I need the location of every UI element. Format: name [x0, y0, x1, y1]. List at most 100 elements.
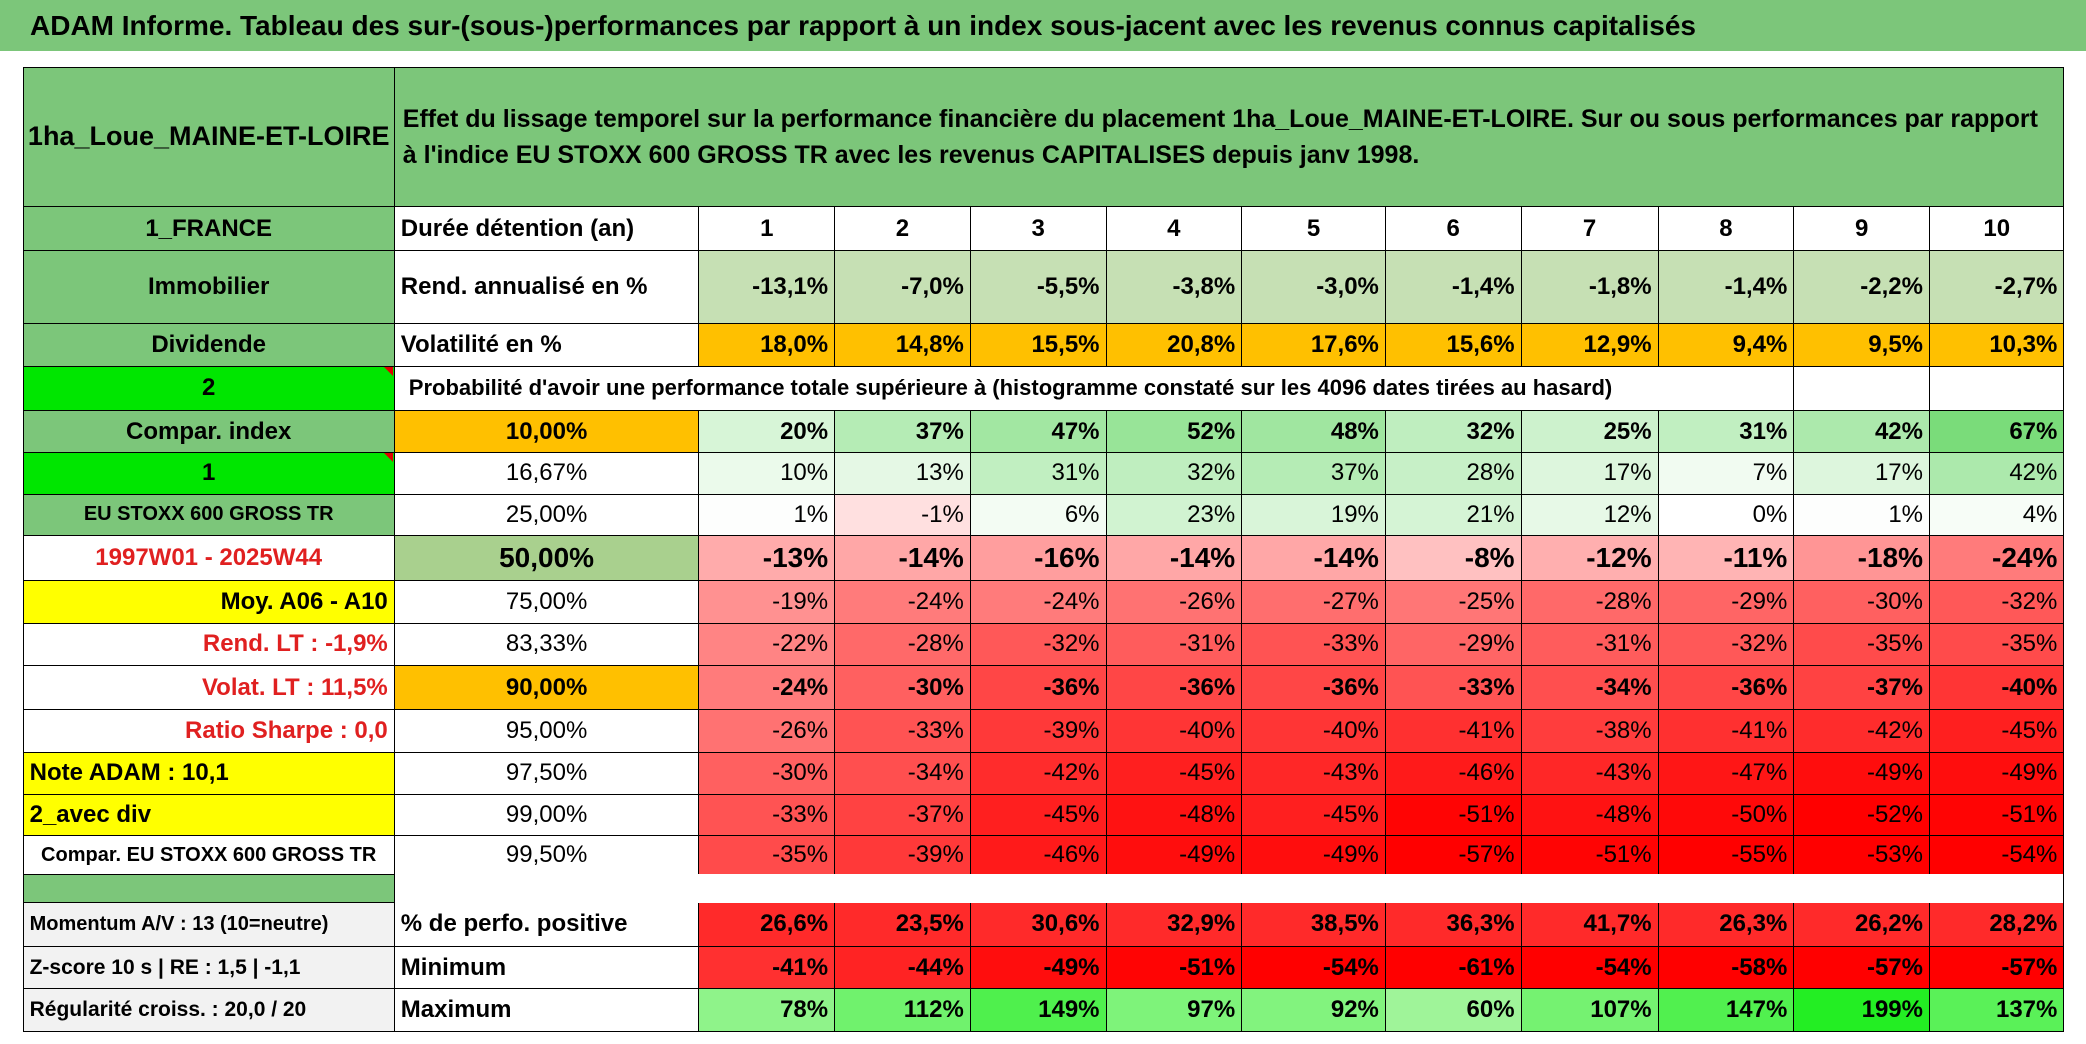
row-label: 1997W01 - 2025W44 — [22, 534, 395, 582]
value-cell: -38% — [1520, 709, 1659, 753]
value-cell: 12% — [1520, 493, 1659, 536]
value-cell: 26,6% — [698, 901, 836, 947]
value-cell: -57% — [1384, 835, 1522, 876]
row-label: Régularité croiss. : 20,0 / 20 — [22, 988, 395, 1033]
row-label: Compar. EU STOXX 600 GROSS TR — [22, 835, 395, 876]
value-cell: 21% — [1384, 493, 1522, 536]
value-cell: -51% — [1929, 794, 2065, 837]
row-label: Immobilier — [22, 250, 395, 325]
value-cell: -25% — [1384, 580, 1522, 624]
value-cell: -40% — [1929, 665, 2065, 711]
holding-period: 10 — [1929, 206, 2065, 252]
value-cell: -36% — [1241, 665, 1386, 711]
value-cell: 32% — [1384, 409, 1522, 454]
value-cell: -32% — [969, 622, 1107, 667]
row-label: Z-score 10 s | RE : 1,5 | -1,1 — [22, 945, 395, 990]
row-label: Volat. LT : 11,5% — [22, 665, 395, 711]
value-cell: -51% — [1384, 794, 1522, 837]
value-cell: -30% — [834, 665, 971, 711]
value-cell: 10,3% — [1929, 323, 2065, 367]
value-cell: -35% — [1793, 622, 1930, 667]
value-cell: 26,3% — [1657, 901, 1795, 947]
value-cell: -45% — [1929, 709, 2065, 753]
value-cell: -14% — [834, 534, 971, 582]
value-cell: -35% — [698, 835, 836, 876]
value-cell: -31% — [1105, 622, 1243, 667]
value-cell: -48% — [1105, 794, 1243, 837]
value-cell: -2,2% — [1793, 250, 1930, 325]
value-cell: -1,8% — [1520, 250, 1659, 325]
value-cell: -14% — [1241, 534, 1386, 582]
row-label: 2 — [22, 365, 395, 411]
value-cell: -54% — [1241, 945, 1386, 990]
value-cell: 31% — [969, 452, 1107, 495]
spacer — [393, 874, 2065, 903]
value-cell: -5,5% — [969, 250, 1107, 325]
value-cell: -39% — [834, 835, 971, 876]
value-cell: 28% — [1384, 452, 1522, 495]
holding-period: 4 — [1105, 206, 1243, 252]
row-label: Note ADAM : 10,1 — [22, 751, 395, 796]
value-cell: -13% — [698, 534, 836, 582]
value-cell: -24% — [1929, 534, 2065, 582]
holding-period: 6 — [1384, 206, 1522, 252]
value-cell: -29% — [1657, 580, 1795, 624]
row-label: Dividende — [22, 323, 395, 367]
value-cell: -8% — [1384, 534, 1522, 582]
value-cell: 13% — [834, 452, 971, 495]
value-cell: -1% — [834, 493, 971, 536]
value-cell: -49% — [1793, 751, 1930, 796]
value-cell: -36% — [969, 665, 1107, 711]
value-cell: -14% — [1105, 534, 1243, 582]
value-cell: -30% — [698, 751, 836, 796]
value-cell: -46% — [969, 835, 1107, 876]
value-cell: -33% — [698, 794, 836, 837]
row-parameter: 90,00% — [393, 665, 700, 711]
value-cell: -37% — [1793, 665, 1930, 711]
value-cell: 60% — [1384, 988, 1522, 1033]
value-cell: 4% — [1929, 493, 2065, 536]
value-cell: -34% — [834, 751, 971, 796]
row-parameter: Rend. annualisé en % — [393, 250, 700, 325]
holding-period: 1 — [698, 206, 836, 252]
value-cell: 32% — [1105, 452, 1243, 495]
row-label: Ratio Sharpe : 0,0 — [22, 709, 395, 753]
value-cell: -28% — [834, 622, 971, 667]
value-cell: 37% — [1241, 452, 1386, 495]
value-cell: 25% — [1520, 409, 1659, 454]
value-cell: -57% — [1793, 945, 1930, 990]
empty-cell — [1793, 365, 1930, 411]
row-label: 1_FRANCE — [22, 206, 395, 252]
value-cell: 30,6% — [969, 901, 1107, 947]
value-cell: -54% — [1929, 835, 2065, 876]
value-cell: -49% — [1929, 751, 2065, 796]
value-cell: -36% — [1657, 665, 1795, 711]
value-cell: 7% — [1657, 452, 1795, 495]
value-cell: -26% — [1105, 580, 1243, 624]
value-cell: 6% — [969, 493, 1107, 536]
value-cell: 23% — [1105, 493, 1243, 536]
value-cell: 17% — [1520, 452, 1659, 495]
value-cell: 42% — [1793, 409, 1930, 454]
value-cell: -50% — [1657, 794, 1795, 837]
value-cell: -33% — [1384, 665, 1522, 711]
value-cell: -26% — [698, 709, 836, 753]
row-label: Moy. A06 - A10 — [22, 580, 395, 624]
value-cell: -29% — [1384, 622, 1522, 667]
row-parameter: 83,33% — [393, 622, 700, 667]
value-cell: -22% — [698, 622, 836, 667]
value-cell: 48% — [1241, 409, 1386, 454]
value-cell: 12,9% — [1520, 323, 1659, 367]
value-cell: 36,3% — [1384, 901, 1522, 947]
row-parameter: Volatilité en % — [393, 323, 700, 367]
spacer — [22, 874, 395, 903]
value-cell: -61% — [1384, 945, 1522, 990]
value-cell: -13,1% — [698, 250, 836, 325]
value-cell: -49% — [1105, 835, 1243, 876]
value-cell: 149% — [969, 988, 1107, 1033]
value-cell: -41% — [1384, 709, 1522, 753]
value-cell: 67% — [1929, 409, 2065, 454]
holding-period: 9 — [1793, 206, 1930, 252]
value-cell: 199% — [1793, 988, 1930, 1033]
